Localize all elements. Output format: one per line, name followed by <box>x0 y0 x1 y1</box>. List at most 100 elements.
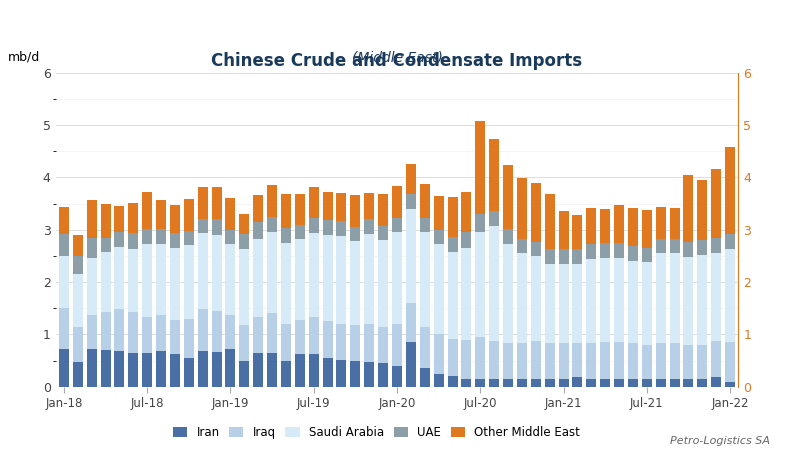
Bar <box>142 229 152 244</box>
Bar <box>156 201 166 229</box>
Bar <box>669 344 680 379</box>
Bar <box>142 192 152 229</box>
Bar <box>267 353 277 387</box>
Bar <box>434 230 444 244</box>
Bar <box>59 256 69 308</box>
Bar <box>114 232 125 247</box>
Bar <box>711 169 721 238</box>
Bar <box>448 237 457 252</box>
Bar <box>642 248 652 262</box>
Bar <box>267 217 277 233</box>
Bar <box>531 341 541 379</box>
Bar <box>586 244 596 258</box>
Bar <box>114 351 125 387</box>
Bar <box>448 197 457 237</box>
Bar <box>531 242 541 257</box>
Bar <box>461 192 472 233</box>
Bar <box>476 214 485 233</box>
Bar <box>489 212 499 226</box>
Bar <box>364 362 374 387</box>
Bar <box>517 379 527 387</box>
Bar <box>198 233 208 309</box>
Bar <box>517 178 527 239</box>
Bar <box>184 358 194 387</box>
Bar <box>656 253 665 344</box>
Bar <box>101 313 110 350</box>
Bar <box>656 344 665 379</box>
Bar <box>392 218 402 233</box>
Bar <box>489 226 499 341</box>
Bar <box>337 192 346 222</box>
Bar <box>461 233 472 248</box>
Bar <box>669 239 680 253</box>
Bar <box>156 229 166 244</box>
Bar <box>697 180 707 240</box>
Bar <box>225 230 236 244</box>
Bar <box>628 344 638 379</box>
Bar <box>322 220 333 235</box>
Bar <box>309 233 318 317</box>
Bar <box>697 255 707 345</box>
Bar <box>225 315 236 349</box>
Bar <box>198 351 208 387</box>
Bar <box>350 360 360 387</box>
Text: (Middle East): (Middle East) <box>352 51 442 65</box>
Bar <box>545 194 555 249</box>
Bar <box>642 262 652 345</box>
Bar <box>129 233 138 249</box>
Bar <box>350 195 360 227</box>
Bar <box>489 341 499 379</box>
Bar <box>267 313 277 353</box>
Bar <box>87 200 97 238</box>
Bar <box>211 187 222 219</box>
Bar <box>503 379 513 387</box>
Bar <box>684 345 693 379</box>
Bar <box>545 249 555 264</box>
Bar <box>572 215 583 249</box>
Bar <box>434 244 444 334</box>
Bar <box>669 208 680 239</box>
Bar <box>711 377 721 387</box>
Bar <box>586 379 596 387</box>
Title: Chinese Crude and Condensate Imports: Chinese Crude and Condensate Imports <box>211 52 583 70</box>
Bar <box>211 352 222 387</box>
Bar <box>350 325 360 360</box>
Bar <box>281 243 291 324</box>
Bar <box>531 379 541 387</box>
Bar <box>295 354 305 387</box>
Bar <box>87 258 97 315</box>
Bar <box>600 342 610 379</box>
Bar <box>614 243 624 258</box>
Bar <box>684 243 693 257</box>
Bar <box>503 244 513 344</box>
Bar <box>59 308 69 349</box>
Bar <box>378 240 388 327</box>
Bar <box>656 207 665 239</box>
Bar <box>448 376 457 387</box>
Bar <box>378 194 388 226</box>
Bar <box>628 261 638 344</box>
Bar <box>225 244 236 315</box>
Bar <box>129 353 138 387</box>
Bar <box>725 381 735 387</box>
Bar <box>101 252 110 313</box>
Bar <box>211 311 222 352</box>
Bar <box>239 360 249 387</box>
Bar <box>517 253 527 344</box>
Bar <box>239 325 249 360</box>
Bar <box>239 213 249 234</box>
Bar <box>184 231 194 245</box>
Legend: Iran, Iraq, Saudi Arabia, UAE, Other Middle East: Iran, Iraq, Saudi Arabia, UAE, Other Mid… <box>168 421 584 444</box>
Bar <box>73 327 83 362</box>
Bar <box>73 256 83 274</box>
Bar <box>281 360 291 387</box>
Bar <box>406 209 416 303</box>
Bar <box>378 327 388 363</box>
Bar <box>267 233 277 313</box>
Bar <box>73 274 83 327</box>
Bar <box>170 233 180 248</box>
Bar <box>59 207 69 234</box>
Bar <box>586 344 596 379</box>
Bar <box>225 198 236 230</box>
Bar <box>725 249 735 342</box>
